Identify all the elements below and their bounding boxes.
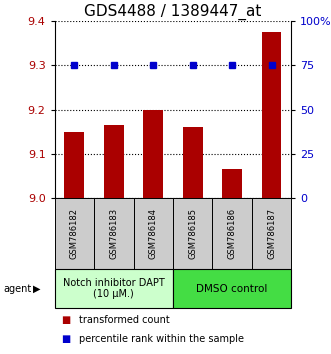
- Text: GSM786184: GSM786184: [149, 208, 158, 259]
- Text: GSM786187: GSM786187: [267, 208, 276, 259]
- Text: ■: ■: [61, 315, 71, 325]
- Text: GSM786182: GSM786182: [70, 208, 79, 259]
- Text: percentile rank within the sample: percentile rank within the sample: [79, 334, 244, 344]
- FancyBboxPatch shape: [252, 198, 291, 269]
- Text: Notch inhibitor DAPT
(10 μM.): Notch inhibitor DAPT (10 μM.): [63, 278, 165, 299]
- Text: agent: agent: [3, 284, 31, 293]
- Bar: [183, 127, 203, 198]
- FancyBboxPatch shape: [55, 198, 94, 269]
- Title: GDS4488 / 1389447_at: GDS4488 / 1389447_at: [84, 4, 261, 20]
- FancyBboxPatch shape: [213, 198, 252, 269]
- Text: GSM786185: GSM786185: [188, 208, 197, 259]
- Bar: [143, 110, 163, 198]
- FancyBboxPatch shape: [55, 269, 173, 308]
- Text: GSM786183: GSM786183: [109, 208, 118, 259]
- Bar: [104, 125, 124, 198]
- Bar: [65, 132, 84, 198]
- FancyBboxPatch shape: [94, 198, 133, 269]
- FancyBboxPatch shape: [173, 269, 291, 308]
- Text: ■: ■: [61, 334, 71, 344]
- Bar: [222, 170, 242, 198]
- FancyBboxPatch shape: [173, 198, 213, 269]
- Bar: [262, 32, 281, 198]
- FancyBboxPatch shape: [133, 198, 173, 269]
- Text: ▶: ▶: [33, 284, 41, 293]
- Text: DMSO control: DMSO control: [196, 284, 268, 293]
- Text: GSM786186: GSM786186: [228, 208, 237, 259]
- Text: transformed count: transformed count: [79, 315, 170, 325]
